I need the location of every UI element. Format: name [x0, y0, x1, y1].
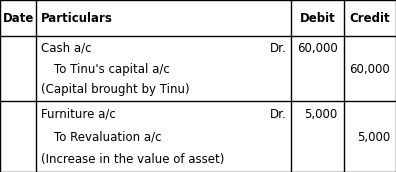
- Text: Date: Date: [2, 12, 34, 25]
- Text: Credit: Credit: [350, 12, 390, 25]
- Text: 5,000: 5,000: [305, 108, 338, 121]
- Text: 60,000: 60,000: [349, 63, 390, 76]
- Text: Dr.: Dr.: [270, 108, 287, 121]
- Text: Cash a/c: Cash a/c: [41, 42, 92, 55]
- Text: 5,000: 5,000: [357, 131, 390, 144]
- Text: Dr.: Dr.: [270, 42, 287, 55]
- Text: 60,000: 60,000: [297, 42, 338, 55]
- Text: Furniture a/c: Furniture a/c: [41, 108, 116, 121]
- Text: Particulars: Particulars: [41, 12, 113, 25]
- Text: Debit: Debit: [299, 12, 335, 25]
- Text: To Revaluation a/c: To Revaluation a/c: [54, 131, 162, 144]
- Text: To Tinu's capital a/c: To Tinu's capital a/c: [54, 63, 170, 76]
- Text: (Capital brought by Tinu): (Capital brought by Tinu): [41, 83, 190, 96]
- Text: (Increase in the value of asset): (Increase in the value of asset): [41, 153, 225, 166]
